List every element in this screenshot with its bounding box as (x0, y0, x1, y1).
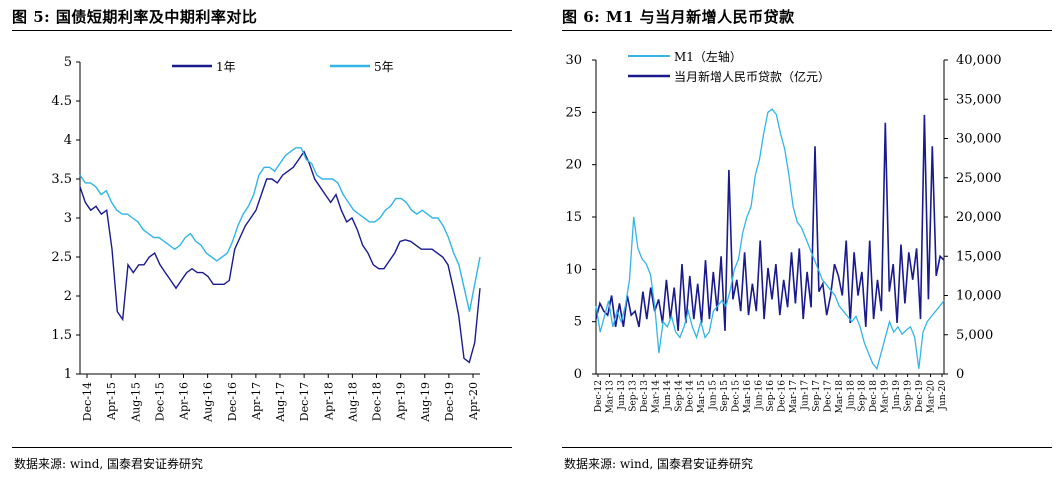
x-tick-label: Apr-19 (395, 382, 408, 421)
y-tick-label: 2 (64, 289, 72, 304)
x-tick-label: Jun-13 (617, 380, 627, 411)
x-tick-label: Dec-16 (777, 380, 787, 412)
x-tick-label: Dec-14 (686, 380, 696, 412)
series-line-1 (79, 150, 481, 364)
left-y-tick-label: 15 (565, 210, 582, 225)
left-y-tick-label: 20 (565, 158, 582, 173)
y-tick-label: 4 (64, 133, 72, 148)
x-tick-label: Dec-12 (594, 380, 604, 412)
right-y-tick-label: 25,000 (956, 171, 1002, 186)
source-rule (12, 447, 512, 448)
x-tick-label: Mar-19 (881, 380, 891, 414)
x-tick-label: Aug-19 (419, 382, 432, 423)
y-tick-label: 4.5 (51, 94, 72, 109)
x-tick-label: Mar-17 (789, 380, 799, 414)
x-tick-label: Dec-14 (81, 382, 94, 421)
figure-5-source: 数据来源: wind, 国泰君安证券研究 (14, 457, 204, 471)
left-y-tick-label: 0 (574, 367, 582, 382)
left-y-tick-label: 25 (565, 105, 582, 120)
y-tick-label: 5 (64, 55, 72, 70)
x-tick-label: Mar-15 (697, 380, 707, 414)
x-tick-label: Sep-13 (628, 380, 638, 412)
x-tick-label: Sep-15 (720, 380, 730, 412)
legend-label: 1年 (216, 60, 236, 74)
x-tick-label: Sep-16 (766, 380, 776, 412)
figure-6-title: 图 6: M1 与当月新增人民币贷款 (562, 8, 795, 26)
left-y-tick-label: 5 (574, 315, 582, 330)
title-rule (12, 30, 512, 31)
x-tick-label: Mar-14 (651, 380, 661, 414)
y-tick-label: 1 (64, 367, 72, 382)
x-tick-label: Aug-17 (274, 382, 287, 423)
x-tick-label: Dec-13 (640, 380, 650, 412)
x-tick-label: Mar-16 (743, 380, 753, 414)
legend-label-loans: 当月新增人民币贷款（亿元） (674, 69, 830, 84)
x-tick-label: Jun-20 (938, 380, 948, 411)
figure-6-panel: 图 6: M1 与当月新增人民币贷款 30 25 20 15 10 5 0 40,000 35,… (550, 0, 1056, 482)
left-y-tick-label: 30 (565, 53, 582, 68)
figure-5-title: 图 5: 国债短期利率及中期利率对比 (12, 8, 258, 26)
x-tick-label: Mar-20 (927, 380, 937, 414)
right-y-tick-label: 15,000 (956, 249, 1002, 264)
figure-6-source: 数据来源: wind, 国泰君安证券研究 (564, 457, 754, 471)
title-rule (562, 30, 1052, 31)
x-tick-label: Apr-15 (105, 382, 118, 421)
right-y-tick-label: 40,000 (956, 53, 1002, 68)
x-tick-label: Apr-20 (467, 382, 480, 421)
x-tick-label: Jun-19 (892, 380, 902, 411)
x-tick-label: Aug-18 (346, 382, 359, 423)
right-y-tick-label: 30,000 (956, 132, 1002, 147)
x-tick-label: Dec-18 (371, 382, 384, 421)
y-tick-label: 1.5 (51, 328, 72, 343)
x-tick-label: Dec-17 (298, 382, 311, 421)
series-line-loans (595, 114, 945, 331)
x-tick-label: Sep-17 (812, 380, 822, 412)
x-tick-label: Jun-15 (709, 380, 719, 411)
legend-label: 5年 (374, 60, 394, 74)
x-tick-label: Dec-15 (153, 382, 166, 421)
series-line-2 (79, 147, 481, 312)
y-tick-label: 3 (64, 211, 72, 226)
x-tick-label: Apr-16 (178, 382, 191, 421)
x-tick-label: Aug-15 (129, 382, 142, 423)
figure-5-panel: 图 5: 国债短期利率及中期利率对比 5 4.5 4 3.5 3 2.5 2 1.5 1 Dec-… (12, 8, 512, 471)
y-tick-label: 2.5 (51, 250, 72, 265)
right-y-tick-label: 0 (956, 367, 964, 382)
x-tick-label: Sep-14 (674, 380, 684, 412)
x-tick-label: Mar-13 (605, 380, 615, 414)
x-tick-label: Sep-19 (904, 380, 914, 412)
x-tick-label: Jun-18 (846, 380, 856, 411)
y-tick-label: 3.5 (51, 172, 72, 187)
x-tick-label: Dec-16 (226, 382, 239, 421)
figure-6-chart: 30 25 20 15 10 5 0 40,000 35,000 30,000 25,000 20,0… (565, 49, 1002, 414)
x-tick-label: Dec-18 (869, 380, 879, 412)
x-tick-label: Jun-16 (755, 380, 765, 411)
x-tick-label: Dec-15 (732, 380, 742, 412)
x-tick-label: Dec-17 (823, 380, 833, 412)
x-tick-label: Jun-17 (800, 380, 810, 411)
figure-5-chart: 5 4.5 4 3.5 3 2.5 2 1.5 1 Dec-14 Apr-15 Aug-15 Dec-1… (51, 55, 481, 423)
right-y-tick-label: 10,000 (956, 289, 1002, 304)
x-tick-label: Apr-18 (322, 382, 335, 421)
legend-label-m1: M1（左轴） (674, 49, 742, 64)
x-tick-label: Jun-14 (663, 380, 673, 411)
x-tick-label: Apr-17 (250, 382, 263, 421)
x-tick-label: Dec-19 (915, 380, 925, 412)
right-y-tick-label: 35,000 (956, 92, 1002, 107)
x-tick-label: Aug-16 (202, 382, 215, 423)
x-tick-label: Mar-18 (835, 380, 845, 414)
x-tick-label: Dec-19 (443, 382, 456, 421)
right-y-tick-label: 20,000 (956, 210, 1002, 225)
right-y-tick-label: 5,000 (956, 328, 993, 343)
series-line-m1 (595, 108, 945, 371)
source-rule (562, 447, 1052, 448)
x-tick-label: Sep-18 (858, 380, 868, 412)
left-y-tick-label: 10 (565, 262, 582, 277)
